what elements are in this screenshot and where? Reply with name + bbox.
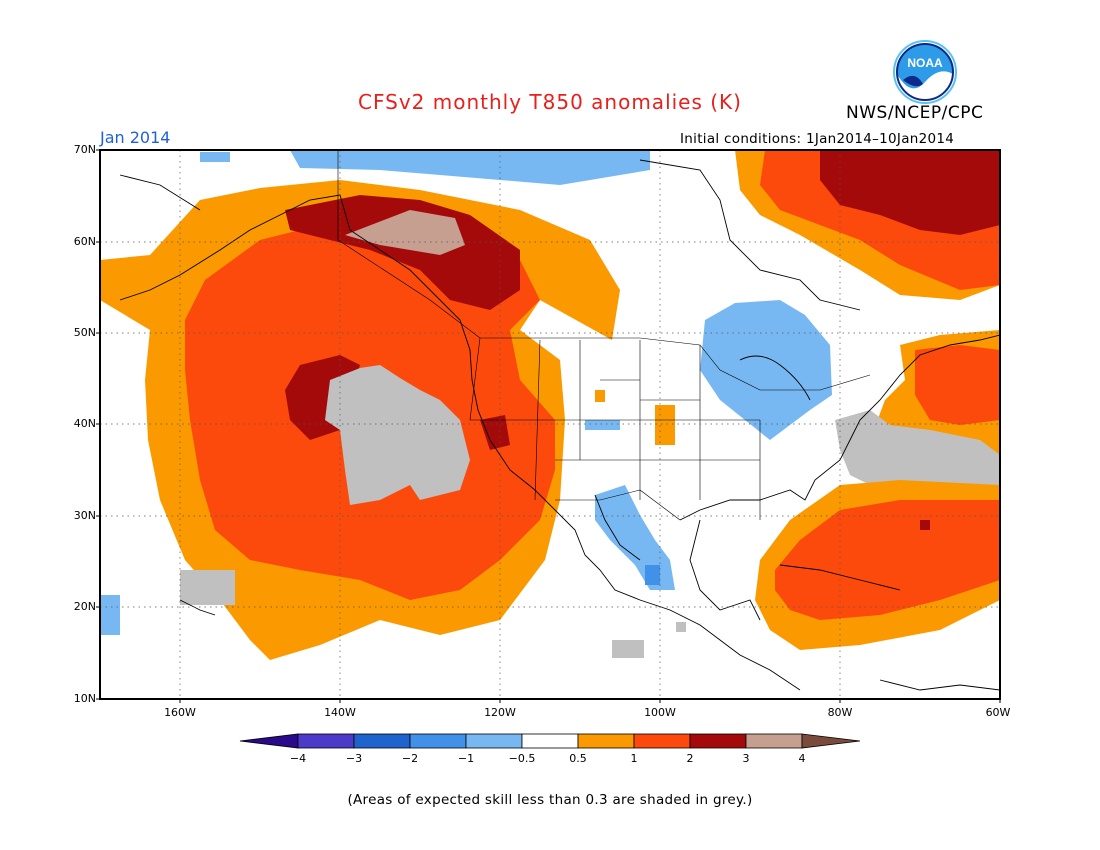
colorbar-bin xyxy=(633,733,691,749)
colorbar-arrow-low xyxy=(239,733,299,749)
lat-label: 70N xyxy=(73,143,96,156)
lon-label: 100W xyxy=(644,706,676,719)
colorbar-label: 0.5 xyxy=(569,752,587,765)
lat-label: 10N xyxy=(73,692,96,705)
coastline-north-america xyxy=(119,194,801,691)
colorbar-arrow-high xyxy=(801,733,861,749)
colorbar-label: 2 xyxy=(686,752,694,765)
colorbar-label: −1 xyxy=(457,752,475,765)
colorbar-bin xyxy=(577,733,635,749)
chart-title: CFSv2 monthly T850 anomalies (K) xyxy=(358,90,742,114)
lat-label: 40N xyxy=(73,417,96,430)
colorbar-label: 3 xyxy=(742,752,750,765)
low-skill-region-atlantic xyxy=(835,410,1000,505)
anomaly-region-red-caribbean xyxy=(775,500,1000,620)
lat-label: 30N xyxy=(73,509,96,522)
lat-label: 20N xyxy=(73,600,96,613)
colorbar-bin xyxy=(465,733,523,749)
noaa-logo: NOAA xyxy=(893,40,957,104)
anomaly-region-blue-greatlakes xyxy=(700,300,832,440)
colorbar-label: −2 xyxy=(401,752,419,765)
colorbar-bin xyxy=(745,733,803,749)
initial-conditions: Initial conditions: 1Jan2014–10Jan2014 xyxy=(680,131,955,147)
anomaly-region-blue-arctic xyxy=(290,150,650,185)
organization-label: NWS/NCEP/CPC xyxy=(846,103,984,123)
skill-footnote: (Areas of expected skill less than 0.3 a… xyxy=(347,792,753,808)
lon-label: 60W xyxy=(985,706,1011,719)
colorbar xyxy=(239,733,861,749)
colorbar-bin xyxy=(297,733,355,749)
lon-label: 80W xyxy=(827,706,853,719)
colorbar-label: −0.5 xyxy=(508,752,536,765)
logo-text: NOAA xyxy=(907,56,943,70)
colorbar-label: 1 xyxy=(630,752,638,765)
lon-label: 160W xyxy=(164,706,196,719)
anomaly-region-brown-alaska xyxy=(345,210,465,255)
colorbar-bin xyxy=(689,733,747,749)
lat-label: 60N xyxy=(73,235,96,248)
colorbar-bin xyxy=(521,733,579,749)
graticule xyxy=(100,150,1000,699)
lat-label: 50N xyxy=(73,326,96,339)
colorbar-label: 4 xyxy=(798,752,806,765)
forecast-month: Jan 2014 xyxy=(100,128,171,147)
border-canada-us xyxy=(337,150,871,391)
anomaly-region-blue-mexico xyxy=(595,485,675,590)
lon-label: 140W xyxy=(324,706,356,719)
anomaly-region-darkred-canada xyxy=(820,150,1000,235)
colorbar-bin xyxy=(409,733,467,749)
colorbar-label: −4 xyxy=(289,752,307,765)
lon-label: 120W xyxy=(484,706,516,719)
anomaly-region-red-atlantic xyxy=(915,345,1000,425)
colorbar-label: −3 xyxy=(345,752,363,765)
anomaly-region-darkred-alaska xyxy=(285,195,520,310)
low-skill-region-pacific xyxy=(325,365,470,505)
colorbar-bin xyxy=(353,733,411,749)
